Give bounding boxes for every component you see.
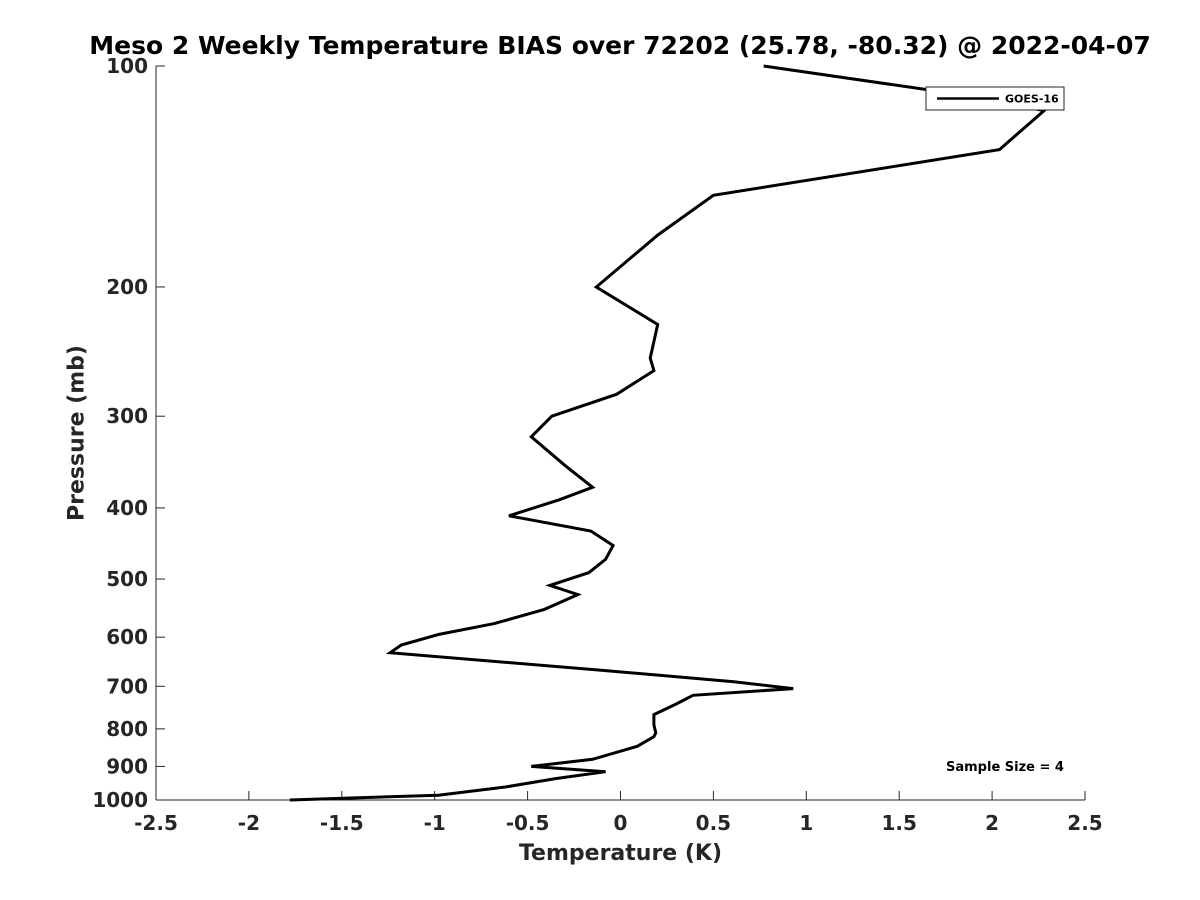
y-tick-label: 1000 [92, 788, 148, 812]
x-axis: -2.5 -2 -1.5 -1 -0.5 0 0.5 1 1.5 2 2.5 [134, 791, 1103, 835]
y-axis: 100 200 300 400 500 600 700 800 900 1000 [92, 54, 165, 812]
x-tick-label: -1 [424, 811, 446, 835]
x-tick-label: 0.5 [696, 811, 731, 835]
x-tick-label: 1.5 [881, 811, 916, 835]
y-tick-label: 800 [106, 717, 148, 741]
x-tick-label: 2.5 [1067, 811, 1102, 835]
x-tick-label: -0.5 [506, 811, 550, 835]
y-tick-label: 900 [106, 754, 148, 778]
y-tick-label: 700 [106, 674, 148, 698]
chart-title: Meso 2 Weekly Temperature BIAS over 7220… [89, 31, 1150, 60]
x-tick-label: 0 [614, 811, 628, 835]
x-tick-label: 1 [799, 811, 813, 835]
legend: GOES-16 [925, 86, 1065, 111]
series-line-goes-16 [289, 64, 1048, 802]
x-tick-label: 2 [985, 811, 999, 835]
legend-label-goes-16: GOES-16 [1005, 93, 1059, 106]
sample-size-annotation: Sample Size = 4 [946, 760, 1064, 775]
y-tick-label: 200 [106, 275, 148, 299]
x-axis-label: Temperature (K) [519, 841, 722, 866]
y-tick-label: 300 [106, 404, 148, 428]
y-axis-label: Pressure (mb) [65, 345, 90, 521]
y-tick-label: 500 [106, 567, 148, 591]
y-tick-label: 100 [106, 54, 148, 78]
series-layer [289, 64, 1048, 802]
x-tick-label: -2.5 [134, 811, 178, 835]
y-tick-label: 600 [106, 625, 148, 649]
x-tick-label: -2 [238, 811, 260, 835]
x-tick-label: -1.5 [320, 811, 364, 835]
y-tick-label: 400 [106, 496, 148, 520]
